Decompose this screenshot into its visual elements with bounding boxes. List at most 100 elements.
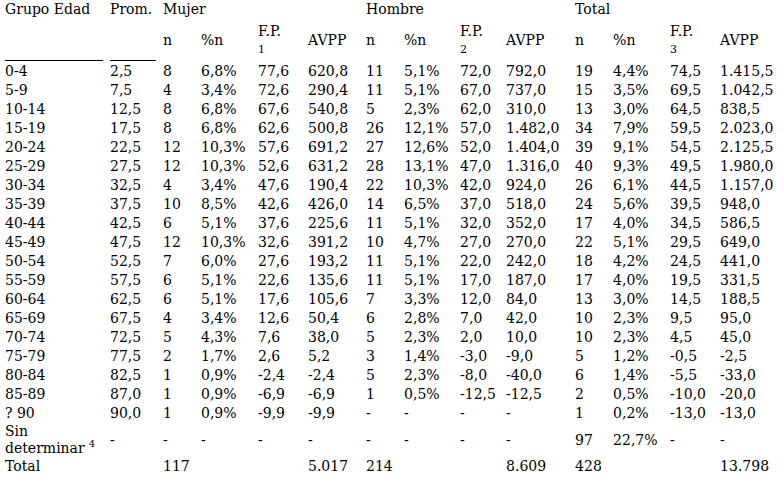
cell: 1 [366, 385, 404, 404]
cell: 29,5 [670, 233, 720, 252]
cell: 649,0 [720, 233, 779, 252]
cell: 10 [575, 309, 613, 328]
cell: 2,8% [404, 309, 460, 328]
group-header-total: Total [575, 2, 779, 18]
cell: 10,3% [201, 233, 258, 252]
cell: 27,6 [258, 252, 308, 271]
cell: 6,1% [613, 176, 670, 195]
cell: 67,6 [258, 100, 308, 119]
cell: 2,0 [460, 328, 506, 347]
cell: 1 [163, 404, 201, 423]
row-label-footnote-number: 4 [89, 438, 95, 449]
cell: 24,5 [670, 252, 720, 271]
row-label: 45-49 [5, 233, 110, 252]
row-label: 20-24 [5, 138, 110, 157]
cell: 6,8% [201, 100, 258, 119]
row-label: 10-14 [5, 100, 110, 119]
row-label: 35-39 [5, 195, 110, 214]
cell: 13,1% [404, 157, 460, 176]
cell: 7 [163, 252, 201, 271]
cell: 44,5 [670, 176, 720, 195]
cell: 1.482,0 [506, 119, 575, 138]
cell: -13,0 [720, 404, 779, 423]
cell: 1,2% [613, 347, 670, 366]
cell: 310,0 [506, 100, 575, 119]
cell: 3,4% [201, 81, 258, 100]
cell: - [506, 404, 575, 423]
cell: 2,6 [258, 347, 308, 366]
cell: 10,3% [404, 176, 460, 195]
cell: 1.980,0 [720, 157, 779, 176]
cell: - [720, 423, 779, 457]
col-header-prom: Prom. [110, 2, 163, 62]
cell: 5,2 [308, 347, 366, 366]
cell: 6,5% [404, 195, 460, 214]
cell: 40 [575, 157, 613, 176]
cell: 426,0 [308, 195, 366, 214]
col-header-total-pct-n: %n [613, 18, 670, 62]
cell: -2,4 [258, 366, 308, 385]
cell: -0,5 [670, 347, 720, 366]
cell: 17,0 [460, 271, 506, 290]
col-header-hombre-avpp: AVPP [506, 18, 575, 62]
cell: 5,6% [613, 195, 670, 214]
avpp-table: Grupo Edad Prom. Mujer Hombre Total n %n… [5, 2, 779, 476]
cell: 82,5 [110, 366, 163, 385]
cell: 4 [163, 81, 201, 100]
cell: 42,0 [460, 176, 506, 195]
cell [670, 457, 720, 476]
cell: -12,5 [506, 385, 575, 404]
cell: - [366, 423, 404, 457]
cell: 6 [366, 309, 404, 328]
cell: 214 [366, 457, 404, 476]
group-header-hombre: Hombre [366, 2, 575, 18]
cell: 190,4 [308, 176, 366, 195]
cell: 10,3% [201, 138, 258, 157]
cell: - [460, 404, 506, 423]
table-row: 25-2927,51210,3%52,6631,22813,1%47,01.31… [5, 157, 779, 176]
table-row: 20-2422,51210,3%57,6691,22712,6%52,01.40… [5, 138, 779, 157]
cell: 12,5 [110, 100, 163, 119]
cell: 13 [575, 290, 613, 309]
cell: 10 [366, 233, 404, 252]
cell: 54,5 [670, 138, 720, 157]
cell: 631,2 [308, 157, 366, 176]
cell: 62,0 [460, 100, 506, 119]
cell: 7,0 [460, 309, 506, 328]
cell: 0,9% [201, 385, 258, 404]
cell: 4,3% [201, 328, 258, 347]
cell: 4 [163, 176, 201, 195]
table-row: 45-4947,51210,3%32,6391,2104,7%27,0270,0… [5, 233, 779, 252]
cell: 5.017 [308, 457, 366, 476]
col-header-total-fp: F.P.3 [670, 18, 720, 62]
cell: 17 [575, 214, 613, 233]
cell: 792,0 [506, 62, 575, 81]
cell: 1.042,5 [720, 81, 779, 100]
cell: 2 [575, 385, 613, 404]
cell: 39 [575, 138, 613, 157]
cell: 2,3% [613, 309, 670, 328]
col-header-total-n: n [575, 18, 613, 62]
table-row: 0-42,586,8%77,6620,8115,1%72,0792,0194,4… [5, 62, 779, 81]
row-label: 30-34 [5, 176, 110, 195]
cell: -2,5 [720, 347, 779, 366]
col-header-hombre-n: n [366, 18, 404, 62]
cell: 5,1% [404, 252, 460, 271]
table-row: 10-1412,586,8%67,6540,852,3%62,0310,0133… [5, 100, 779, 119]
cell: 7,5 [110, 81, 163, 100]
cell: 59,5 [670, 119, 720, 138]
cell: 72,5 [110, 328, 163, 347]
table-row: 65-6967,543,4%12,650,462,8%7,042,0102,3%… [5, 309, 779, 328]
cell: 1,4% [613, 366, 670, 385]
table-row: ? 9090,010,9%-9,9-9,9----10,2%-13,0-13,0 [5, 404, 779, 423]
fp-footnote-number: 2 [460, 43, 467, 56]
cell: 9,5 [670, 309, 720, 328]
row-label: Total [5, 457, 110, 476]
cell: 2,3% [404, 328, 460, 347]
cell: 5,1% [404, 214, 460, 233]
cell: 12 [163, 233, 201, 252]
col-header-hombre-fp: F.P.2 [460, 18, 506, 62]
cell [404, 457, 460, 476]
cell: 4,7% [404, 233, 460, 252]
cell: 105,6 [308, 290, 366, 309]
